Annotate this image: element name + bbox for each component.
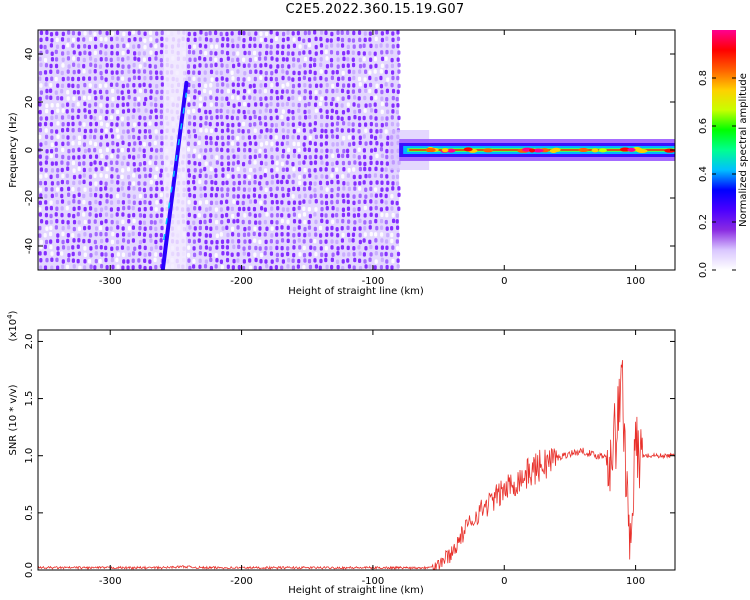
y-tick-label: 1.5 (24, 391, 35, 407)
y-tick-label: -20 (24, 190, 35, 206)
colorbar-tick-label: 0.2 (698, 214, 709, 230)
colorbar-tick-label: 0.6 (698, 118, 709, 134)
carrier-tone (389, 130, 675, 170)
y-tick-label: 40 (24, 48, 35, 61)
colorbar-ticks: 0.0 0.2 0.4 0.6 0.8 (698, 70, 736, 278)
diagonal-streak (160, 80, 189, 270)
y-tick-label: 1.0 (24, 448, 35, 464)
x-tick-label: -200 (230, 576, 253, 587)
snr-panel: -300 -200 -100 0 100 0.0 0.5 1.0 1.5 2.0 Height … (6, 310, 676, 596)
top-y-ticks: -40 -20 0 20 40 (24, 48, 675, 254)
x-tick-label: 100 (626, 276, 645, 287)
x-tick-label: 100 (626, 576, 645, 587)
x-tick-label: -100 (362, 276, 385, 287)
y-tick-label: 0.5 (24, 505, 35, 521)
colorbar: 0.0 0.2 0.4 0.6 0.8 Normalized spectral ampl… (698, 30, 749, 278)
x-tick-label: -300 (99, 576, 122, 587)
heatmap-image (38, 30, 675, 270)
colorbar-gradient (712, 30, 736, 270)
y-tick-label: 0.0 (24, 562, 35, 578)
x-tick-label: -200 (230, 276, 253, 287)
figure-title: C2E5.2022.360.15.19.G07 (285, 2, 465, 17)
top-x-ticks: -300 -200 -100 0 100 (99, 30, 645, 287)
x-tick-label: -100 (362, 576, 385, 587)
y-tick-label: -40 (24, 238, 35, 254)
snr-series-line (38, 360, 675, 570)
colorbar-label: Normalized spectral amplitude (738, 73, 749, 227)
top-x-axis-label: Height of straight line (km) (288, 286, 424, 297)
y-tick-label: 20 (24, 96, 35, 109)
bottom-y-axis-label: SNR (10 * v/v) (8, 384, 19, 455)
noise-speckle (38, 30, 401, 270)
bottom-y-ticks: 0.0 0.5 1.0 1.5 2.0 (24, 333, 675, 578)
x-tick-label: -300 (99, 276, 122, 287)
x-tick-label: 0 (501, 576, 507, 587)
bottom-x-ticks: -300 -200 -100 0 100 (99, 330, 645, 587)
y-tick-label: 2.0 (24, 333, 35, 349)
colorbar-tick-label: 0.0 (698, 262, 709, 278)
top-y-axis-label: Frequency (Hz) (8, 112, 19, 188)
x-tick-label: 0 (501, 276, 507, 287)
snr-frame (37, 329, 676, 571)
y-tick-label: 0 (24, 147, 35, 153)
colorbar-tick-label: 0.8 (698, 70, 709, 86)
bottom-x-axis-label: Height of straight line (km) (288, 585, 424, 596)
colorbar-tick-label: 0.4 (698, 166, 709, 182)
y-scale-factor: (x104) (6, 310, 19, 341)
